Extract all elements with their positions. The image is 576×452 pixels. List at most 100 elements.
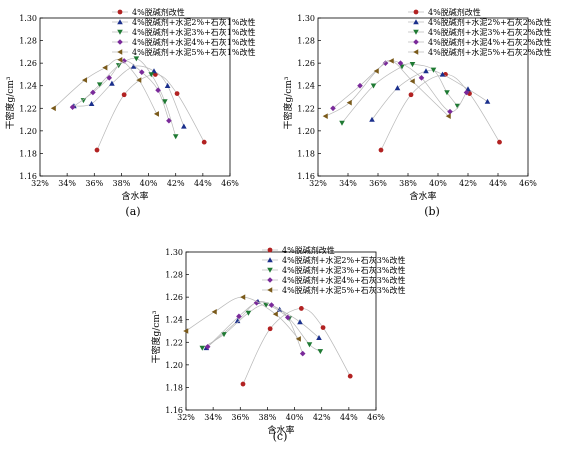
x-tick-label: 34% [204,413,222,422]
y-tick-label: 1.20 [19,127,37,136]
x-tick-label: 38% [259,413,277,422]
y-tick-label: 1.18 [165,383,183,392]
data-point [408,92,414,98]
data-point [80,98,87,104]
data-point [306,342,313,348]
x-tick-label: 44% [340,413,358,422]
data-point [201,139,207,145]
data-point [317,349,324,355]
legend-marker [117,19,123,25]
data-point [497,139,502,145]
x-tick-label: 40% [140,179,158,188]
data-point [430,67,437,73]
x-tick-label: 46% [519,179,537,188]
plot-frame [39,17,231,177]
x-tick-label: 46% [367,413,385,422]
data-point [394,85,401,91]
data-point [369,116,375,122]
legend-marker [267,277,273,283]
y-tick-label: 1.24 [19,82,37,91]
figure-caption: (a) [125,205,140,218]
data-point [162,99,168,105]
chart-a: 32% 34% 36% 38% 40% 42% 44% 46% 1.16 1.18 1.20 1.22… [4,7,255,218]
data-point [172,134,179,140]
legend-label: 4%脱碱剂+水泥2%+石灰1%改性 [132,17,255,27]
data-point [236,313,242,320]
data-point [423,68,429,74]
y-tick-label: 1.24 [165,316,183,325]
data-point [346,99,352,106]
legend-label: 4%脱碱剂改性 [282,245,335,255]
data-point [240,381,246,387]
legend-marker [413,49,419,55]
x-tick-label: 34% [339,179,357,188]
x-tick-label: 36% [231,413,249,422]
legend-marker [267,267,273,273]
figure-caption: (b) [424,205,440,218]
data-point [148,72,155,78]
data-point [136,77,142,83]
x-tick-label: 42% [459,179,477,188]
legend-marker [413,39,419,45]
legend-label: 4%脱碱剂+水泥2%+石灰3%改性 [282,255,405,265]
y-tick-label: 1.30 [165,248,183,257]
data-point [69,104,76,110]
legend-label: 4%脱碱剂改性 [428,7,481,17]
data-point [90,89,96,96]
data-point [121,92,127,98]
data-point [155,87,161,94]
y-tick-label: 1.16 [165,406,183,415]
data-point [320,325,326,331]
data-point [96,82,103,88]
legend-marker [117,9,123,15]
chart-c: 32% 34% 36% 38% 40% 42% 44% 46% 1.16 1.18 1.20 1.22… [150,245,405,443]
legend-marker [267,257,273,263]
data-point [106,75,113,81]
data-point [174,91,180,97]
data-point [322,113,328,119]
legend-label: 4%脱碱剂+水泥4%+石灰2%改性 [428,37,551,47]
x-tick-label: 40% [429,179,447,188]
series-curve [380,74,500,151]
data-point [382,60,389,66]
data-point [295,336,301,342]
series-curve [53,59,158,115]
data-point [204,344,211,350]
legend-label: 4%脱碱剂+水泥5%+石灰3%改性 [282,285,405,295]
data-point [245,310,252,316]
y-axis-label: 干密度g/cm³ [282,76,294,129]
data-point [115,63,122,69]
legend-label: 4%脱碱剂+水泥3%+石灰2%改性 [428,27,551,37]
series-curve [73,65,185,127]
y-tick-label: 1.24 [297,82,315,91]
data-point [133,56,140,62]
series-curve [207,301,304,354]
x-tick-label: 44% [489,179,507,188]
data-point [166,117,172,124]
x-tick-label: 42% [313,413,331,422]
y-tick-label: 1.18 [19,149,37,158]
data-point [268,302,275,308]
y-tick-label: 1.26 [165,293,183,302]
x-tick-label: 32% [31,179,49,188]
y-tick-label: 1.22 [297,104,315,113]
data-point [94,147,100,153]
y-tick-label: 1.30 [297,14,315,23]
data-point [253,299,260,306]
data-point [298,306,304,311]
data-point [409,78,415,84]
data-point [484,98,491,104]
x-tick-label: 32% [309,179,327,188]
x-tick-label: 44% [194,179,212,188]
data-point [316,334,322,341]
data-point [121,58,127,64]
x-tick-label: 36% [85,179,103,188]
data-point [88,100,95,107]
legend-marker [117,29,123,35]
x-axis-label: 含水率 [267,424,294,436]
legend-marker [413,19,419,25]
x-tick-label: 42% [167,179,185,188]
x-tick-label: 40% [286,413,304,422]
legend-marker [413,9,419,15]
x-axis-label: 含水率 [121,190,148,202]
